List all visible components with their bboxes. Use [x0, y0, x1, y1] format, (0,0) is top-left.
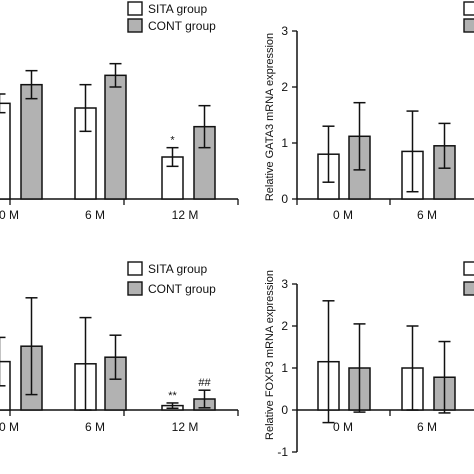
bars: [317, 101, 456, 200]
x-tick-label: 6 M: [417, 208, 437, 222]
y-tick-labels: 3 2 1 0 -1: [277, 277, 288, 459]
y-axis-label: Relative FOXP3 mRNA expression: [264, 270, 276, 440]
legend-swatch-cont: [127, 18, 143, 33]
bar: [104, 74, 127, 200]
x-tick-label: 0 M: [0, 208, 19, 222]
y-tick-label: 0: [281, 192, 288, 206]
legend-swatch-sita: [127, 261, 143, 276]
x-tick-labels: 0 M 6 M: [333, 420, 437, 434]
panel-top-left: * 0 M 6 M 12 M SITA group CONT group: [0, 1, 239, 222]
x-tick-label: 0 M: [0, 420, 19, 434]
legend-label-sita: SITA group: [148, 262, 207, 276]
legend-label-cont: CONT group: [148, 19, 216, 33]
x-tick-label: 0 M: [333, 208, 353, 222]
y-tick-label: 0: [281, 403, 288, 417]
x-tick-labels: 0 M 6 M 12 M: [0, 420, 198, 434]
significance-mark: **: [168, 390, 177, 402]
legend-swatch-cont: [127, 281, 143, 296]
significance-mark: *: [170, 135, 175, 147]
legend-label-sita: SITA group: [148, 2, 207, 16]
panel-bottom-right: Relative FOXP3 mRNA expression 3 2 1 0 -…: [264, 261, 474, 459]
significance-mark: ##: [198, 377, 211, 389]
legend-swatch-sita: [463, 1, 474, 16]
y-tick-label: 3: [281, 24, 288, 38]
legend-partial: [463, 261, 474, 296]
x-tick-label: 6 M: [85, 420, 105, 434]
y-tick-label: 3: [281, 277, 288, 291]
y-tick-label: 2: [281, 80, 288, 94]
y-axis-label: Relative GATA3 mRNA expression: [264, 33, 276, 201]
bar: [0, 102, 11, 200]
legend-partial: [463, 1, 474, 33]
legend-swatch-cont: [463, 18, 474, 33]
bar: [20, 83, 43, 200]
legend-swatch-sita: [463, 261, 474, 276]
x-tick-labels: 0 M 6 M 12 M: [0, 208, 198, 222]
x-tick-label: 12 M: [172, 208, 199, 222]
y-tick-label: -1: [277, 445, 288, 459]
y-tick-label: 2: [281, 319, 288, 333]
axes: [0, 409, 239, 416]
y-tick-label: 1: [281, 136, 288, 150]
panel-top-right: Relative GATA3 mRNA expression 3 2 1 0 0…: [264, 1, 474, 222]
panel-bottom-left: ** ## 0 M 6 M 12 M SITA group CONT group: [0, 261, 239, 434]
y-tick-label: 1: [281, 361, 288, 375]
x-tick-label: 0 M: [333, 420, 353, 434]
legend-swatch-cont: [463, 281, 474, 296]
x-tick-label: 12 M: [172, 420, 199, 434]
x-tick-labels: 0 M 6 M: [333, 208, 437, 222]
bars: ** ##: [0, 297, 216, 411]
legend: SITA group CONT group: [127, 261, 216, 296]
bars: *: [0, 62, 216, 200]
axes: [0, 198, 239, 205]
x-tick-label: 6 M: [417, 420, 437, 434]
y-tick-labels: 3 2 1 0: [281, 24, 288, 206]
legend-label-cont: CONT group: [148, 282, 216, 296]
legend-swatch-sita: [127, 1, 143, 16]
legend: SITA group CONT group: [127, 1, 216, 33]
x-tick-label: 6 M: [85, 208, 105, 222]
bars: [317, 300, 456, 424]
